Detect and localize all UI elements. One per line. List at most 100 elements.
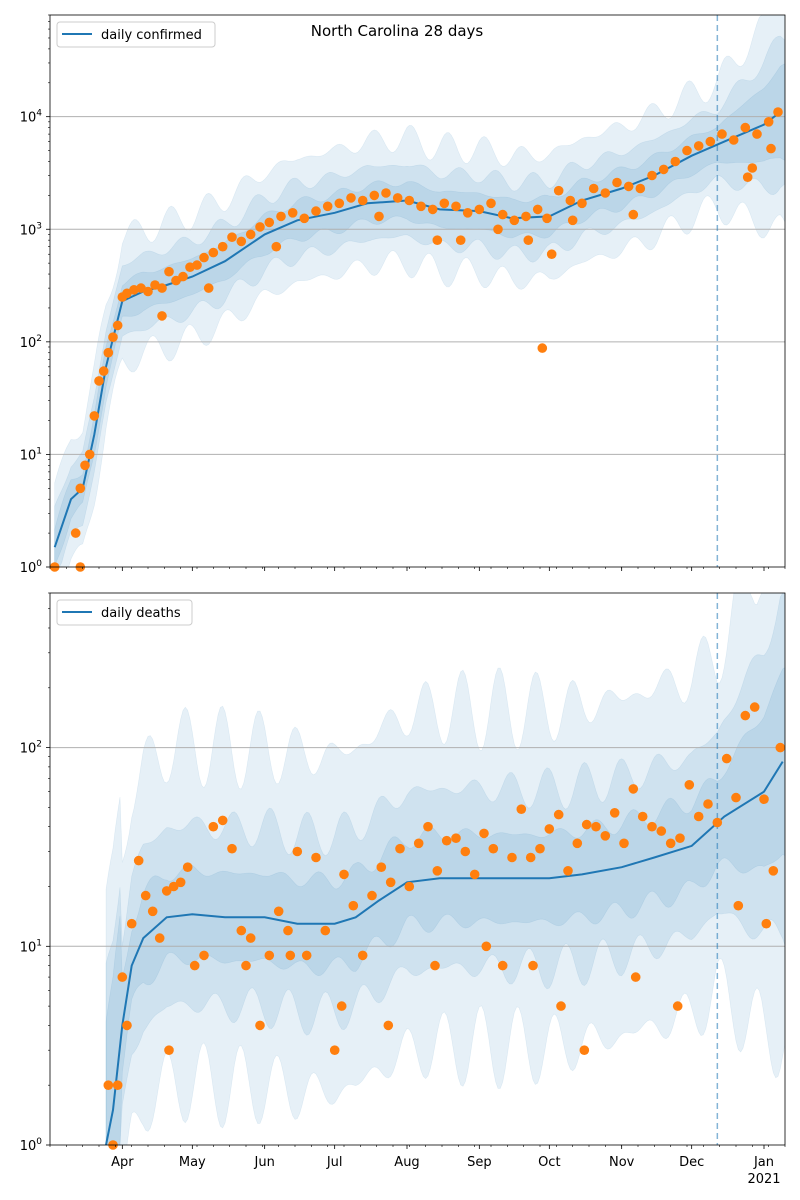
data-point	[287, 208, 298, 218]
data-point	[523, 235, 534, 245]
data-point	[635, 183, 646, 194]
data-point	[164, 266, 174, 277]
confirmed-y-ticks: 100 101 102 103 104	[20, 14, 50, 576]
data-point	[236, 236, 247, 247]
data-point	[217, 241, 228, 252]
data-point	[311, 206, 321, 216]
data-point	[192, 260, 202, 270]
data-point	[80, 460, 90, 471]
x-tick-label: Jul	[326, 1155, 343, 1170]
data-point	[619, 838, 629, 849]
confirmed-uncertainty-bands	[54, 15, 785, 567]
y-tick-label: 104	[20, 109, 43, 126]
chart-title: North Carolina 28 days	[311, 22, 484, 40]
data-point	[563, 866, 573, 876]
data-point	[357, 195, 368, 206]
legend-label: daily deaths	[101, 606, 181, 621]
data-point	[94, 376, 104, 386]
data-point	[245, 933, 256, 943]
y-tick-label: 102	[20, 740, 42, 757]
deaths-y-ticks: 100 101 102	[20, 592, 50, 1154]
deaths-gridlines	[50, 747, 785, 947]
confirmed-gridlines	[50, 116, 785, 455]
data-point	[143, 286, 153, 297]
data-point	[236, 925, 247, 936]
data-point	[311, 852, 321, 863]
data-point	[147, 906, 158, 917]
data-point	[271, 241, 282, 252]
data-point	[600, 831, 611, 841]
data-point	[299, 213, 310, 224]
data-point	[703, 799, 713, 809]
x-tick-label: Jun	[254, 1155, 275, 1170]
data-point	[665, 838, 676, 849]
deaths-uncertainty-bands	[105, 593, 785, 1145]
data-point	[264, 950, 275, 961]
data-point	[672, 1001, 683, 1011]
series-line	[105, 761, 784, 1145]
uncertainty-band	[54, 63, 785, 566]
data-point	[441, 835, 452, 846]
data-point	[182, 862, 193, 872]
data-point	[383, 1020, 394, 1031]
data-point	[423, 821, 433, 832]
data-point	[404, 881, 415, 892]
x-tick-label: Oct	[538, 1155, 560, 1170]
data-point	[103, 1080, 114, 1090]
x-tick-label: Aug	[394, 1155, 419, 1170]
data-point	[728, 135, 739, 145]
x-tick-label: Apr	[111, 1155, 134, 1170]
data-point	[572, 838, 583, 849]
deaths-legend: daily deaths	[56, 599, 193, 626]
data-point	[486, 198, 496, 209]
data-point	[164, 1045, 174, 1055]
y-tick-label: 101	[20, 446, 42, 463]
data-point	[385, 877, 396, 888]
data-point	[255, 1020, 265, 1031]
data-point	[168, 881, 179, 892]
deaths-axes-frame	[49, 592, 786, 1146]
data-point	[507, 852, 517, 863]
uncertainty-band	[54, 15, 785, 567]
data-point	[525, 852, 536, 863]
data-point	[462, 208, 473, 218]
data-point	[273, 906, 284, 917]
confirmed-axes-frame	[49, 14, 786, 568]
confirmed-legend: daily confirmed	[56, 21, 216, 48]
data-point	[178, 271, 188, 282]
y-tick-label: 102	[20, 334, 42, 351]
data-point	[439, 198, 450, 209]
data-point	[103, 347, 114, 358]
data-point	[647, 821, 657, 832]
data-point	[154, 933, 165, 943]
data-point	[474, 204, 485, 215]
data-point	[516, 804, 527, 814]
data-point	[581, 819, 592, 830]
data-point	[112, 320, 123, 331]
data-point	[336, 1001, 347, 1011]
data-point	[670, 156, 681, 167]
y-tick-label: 100	[20, 559, 43, 576]
data-point	[740, 122, 751, 133]
data-point	[203, 283, 214, 293]
data-point	[763, 117, 774, 127]
data-point	[591, 821, 601, 832]
data-point	[227, 843, 237, 854]
data-point	[497, 960, 508, 971]
data-point	[157, 311, 167, 321]
data-point	[301, 950, 312, 961]
data-point	[376, 862, 387, 872]
data-point	[537, 343, 548, 353]
data-point	[740, 710, 751, 721]
data-point	[553, 809, 564, 820]
x-tick-label: Dec	[679, 1155, 704, 1170]
data-point	[369, 190, 380, 201]
data-point	[264, 217, 275, 228]
data-point	[161, 886, 172, 896]
y-tick-label: 101	[20, 938, 42, 955]
data-point	[766, 143, 776, 154]
data-point	[395, 843, 405, 854]
data-point	[535, 843, 545, 854]
confirmed-x-ticks	[49, 567, 786, 571]
